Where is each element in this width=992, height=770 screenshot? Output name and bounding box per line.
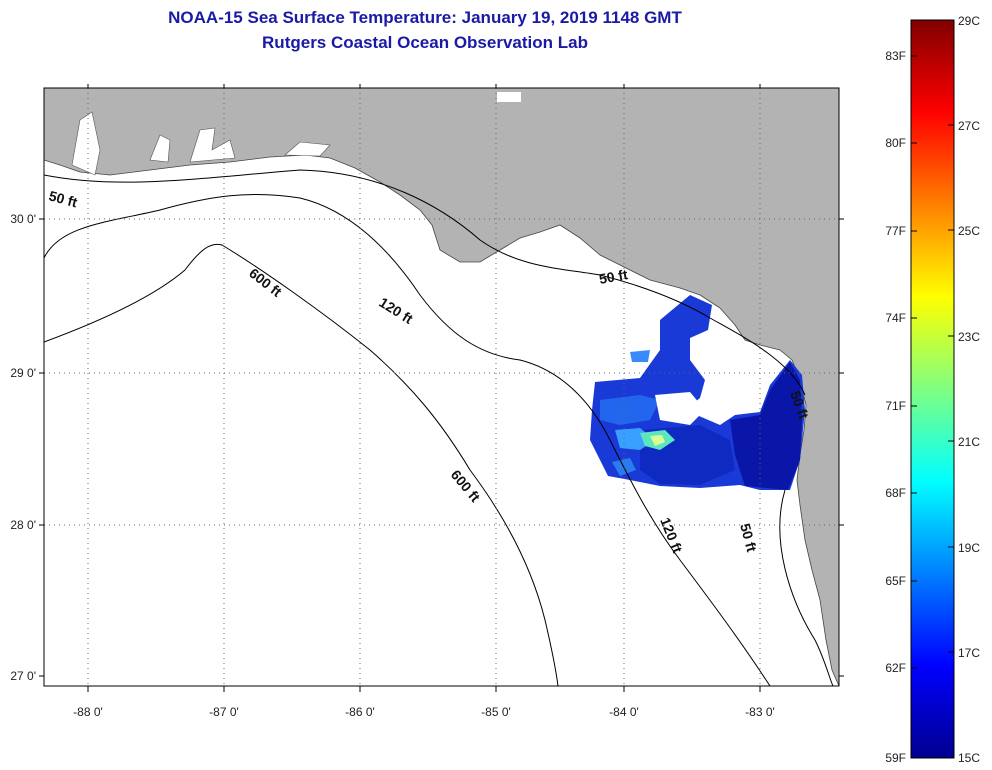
- lat-tick-label: 27 0': [10, 669, 36, 683]
- depth-label: 50 ft: [737, 522, 760, 554]
- lon-tick-label: -84 0': [609, 705, 639, 719]
- fahrenheit-label: 74F: [885, 311, 906, 325]
- isobath-lines: [44, 169, 834, 686]
- fahrenheit-label: 59F: [885, 751, 906, 765]
- lat-tick-label: 29 0': [10, 366, 36, 380]
- temperature-colorbar: [910, 19, 955, 759]
- fahrenheit-label: 62F: [885, 661, 906, 675]
- axis-ticks: [39, 84, 844, 692]
- depth-label: 50 ft: [47, 187, 79, 210]
- celsius-label: 25C: [958, 224, 980, 238]
- celsius-label: 19C: [958, 541, 980, 555]
- celsius-label: 29C: [958, 14, 980, 28]
- lon-tick-label: -85 0': [481, 705, 511, 719]
- celsius-label: 17C: [958, 646, 980, 660]
- sst-data-patch: [590, 295, 805, 490]
- lat-tick-label: 28 0': [10, 518, 36, 532]
- celsius-label: 15C: [958, 751, 980, 765]
- chart-title: NOAA-15 Sea Surface Temperature: January…: [168, 8, 682, 27]
- lon-tick-label: -88 0': [73, 705, 103, 719]
- lon-tick-label: -86 0': [345, 705, 375, 719]
- colorbar-ticks: [911, 55, 954, 669]
- fahrenheit-label: 65F: [885, 574, 906, 588]
- depth-label: 50 ft: [598, 266, 629, 287]
- fahrenheit-label: 71F: [885, 399, 906, 413]
- isobath-600ft: [44, 243, 559, 686]
- fahrenheit-label: 83F: [885, 49, 906, 63]
- lat-tick-label: 30 0': [10, 212, 36, 226]
- isobath-50ft: [44, 169, 806, 396]
- bay-inlets: [71, 111, 331, 176]
- celsius-label: 27C: [958, 119, 980, 133]
- fahrenheit-label: 77F: [885, 224, 906, 238]
- chart-subtitle: Rutgers Coastal Ocean Observation Lab: [262, 33, 588, 52]
- isobath-120ft: [44, 193, 771, 686]
- lake: [497, 92, 521, 102]
- isobath-50ft-south: [779, 489, 834, 686]
- map-frame: [43, 87, 840, 687]
- celsius-label: 21C: [958, 435, 980, 449]
- fahrenheit-label: 68F: [885, 486, 906, 500]
- fahrenheit-label: 80F: [885, 136, 906, 150]
- celsius-label: 23C: [958, 330, 980, 344]
- land-mass: [44, 88, 839, 686]
- lon-tick-label: -87 0': [209, 705, 239, 719]
- lon-tick-label: -83 0': [745, 705, 775, 719]
